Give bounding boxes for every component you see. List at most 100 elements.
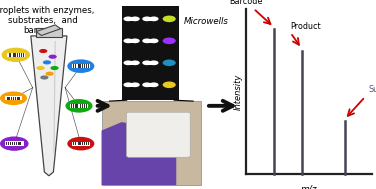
Bar (73, 142, 74, 145)
Bar (147, 61, 154, 65)
Text: m/z: m/z (301, 184, 317, 189)
Bar (72, 142, 89, 146)
Circle shape (130, 82, 140, 87)
Bar (73, 104, 74, 108)
Bar (19, 53, 20, 57)
Circle shape (149, 60, 159, 65)
FancyBboxPatch shape (102, 101, 201, 185)
Bar (73, 64, 74, 68)
Bar (80, 64, 81, 68)
Bar (12, 142, 13, 146)
Text: Enzyme
Barcode: Enzyme Barcode (229, 0, 262, 5)
Bar (128, 39, 135, 43)
Bar (78, 64, 80, 68)
Circle shape (142, 60, 152, 65)
Bar (70, 104, 88, 108)
Bar (82, 64, 83, 68)
Bar (13, 97, 14, 100)
Circle shape (39, 49, 47, 53)
Circle shape (149, 38, 159, 43)
Bar (36, 28, 62, 37)
Bar (6, 142, 7, 146)
Circle shape (142, 38, 152, 43)
Polygon shape (102, 122, 176, 185)
Bar (88, 142, 89, 145)
Circle shape (130, 16, 140, 21)
Circle shape (2, 48, 30, 62)
Bar (11, 97, 12, 100)
Text: Product: Product (290, 22, 321, 31)
Circle shape (67, 137, 94, 150)
Bar (10, 142, 11, 146)
Circle shape (36, 66, 45, 70)
Polygon shape (31, 36, 67, 176)
Bar (122, 6, 179, 100)
Circle shape (123, 16, 133, 21)
Bar (86, 142, 87, 145)
Bar (17, 53, 18, 57)
Circle shape (123, 82, 133, 87)
FancyBboxPatch shape (126, 112, 190, 157)
Bar (76, 104, 78, 108)
Bar (15, 142, 17, 146)
Circle shape (130, 38, 140, 43)
Bar (20, 142, 21, 146)
Bar (84, 104, 85, 108)
Circle shape (49, 55, 57, 59)
Bar (17, 97, 18, 100)
Bar (84, 64, 85, 68)
Bar (80, 142, 81, 145)
Bar (75, 104, 76, 108)
Circle shape (130, 60, 140, 65)
Polygon shape (36, 25, 61, 36)
Circle shape (0, 136, 29, 151)
Text: Droplets with enzymes,
substrates,  and
barcodes: Droplets with enzymes, substrates, and b… (0, 6, 94, 36)
Circle shape (162, 15, 176, 22)
Bar (18, 97, 20, 100)
Bar (147, 39, 154, 43)
Bar (147, 17, 154, 21)
Bar (8, 142, 9, 146)
Text: Substrate: Substrate (369, 85, 376, 94)
Bar (5, 142, 24, 146)
Circle shape (142, 82, 152, 87)
Circle shape (162, 60, 176, 66)
Circle shape (45, 72, 54, 76)
Bar (14, 142, 15, 146)
Bar (23, 53, 24, 57)
Circle shape (40, 75, 49, 80)
Bar (9, 97, 10, 100)
Bar (9, 53, 11, 57)
Circle shape (162, 81, 176, 88)
Circle shape (142, 16, 152, 21)
Bar (80, 104, 82, 108)
Bar (75, 64, 76, 68)
Bar (72, 64, 89, 68)
Bar (128, 17, 135, 21)
Bar (8, 97, 9, 100)
Circle shape (149, 16, 159, 21)
Bar (88, 64, 89, 68)
Bar (86, 64, 87, 68)
Bar (13, 53, 15, 57)
Circle shape (123, 60, 133, 65)
Bar (84, 142, 85, 145)
Text: Microwells: Microwells (184, 17, 229, 26)
Bar (128, 83, 135, 87)
Circle shape (43, 60, 51, 64)
Circle shape (149, 82, 159, 87)
Circle shape (65, 99, 92, 113)
Bar (5, 96, 22, 100)
Circle shape (67, 59, 94, 73)
Circle shape (50, 66, 59, 70)
Circle shape (0, 91, 27, 105)
Bar (71, 104, 72, 108)
Circle shape (162, 38, 176, 44)
Bar (128, 61, 135, 65)
Bar (147, 83, 154, 87)
Bar (21, 53, 22, 57)
Bar (75, 142, 76, 145)
Bar (22, 142, 23, 146)
Bar (78, 142, 80, 145)
Bar (82, 104, 83, 108)
